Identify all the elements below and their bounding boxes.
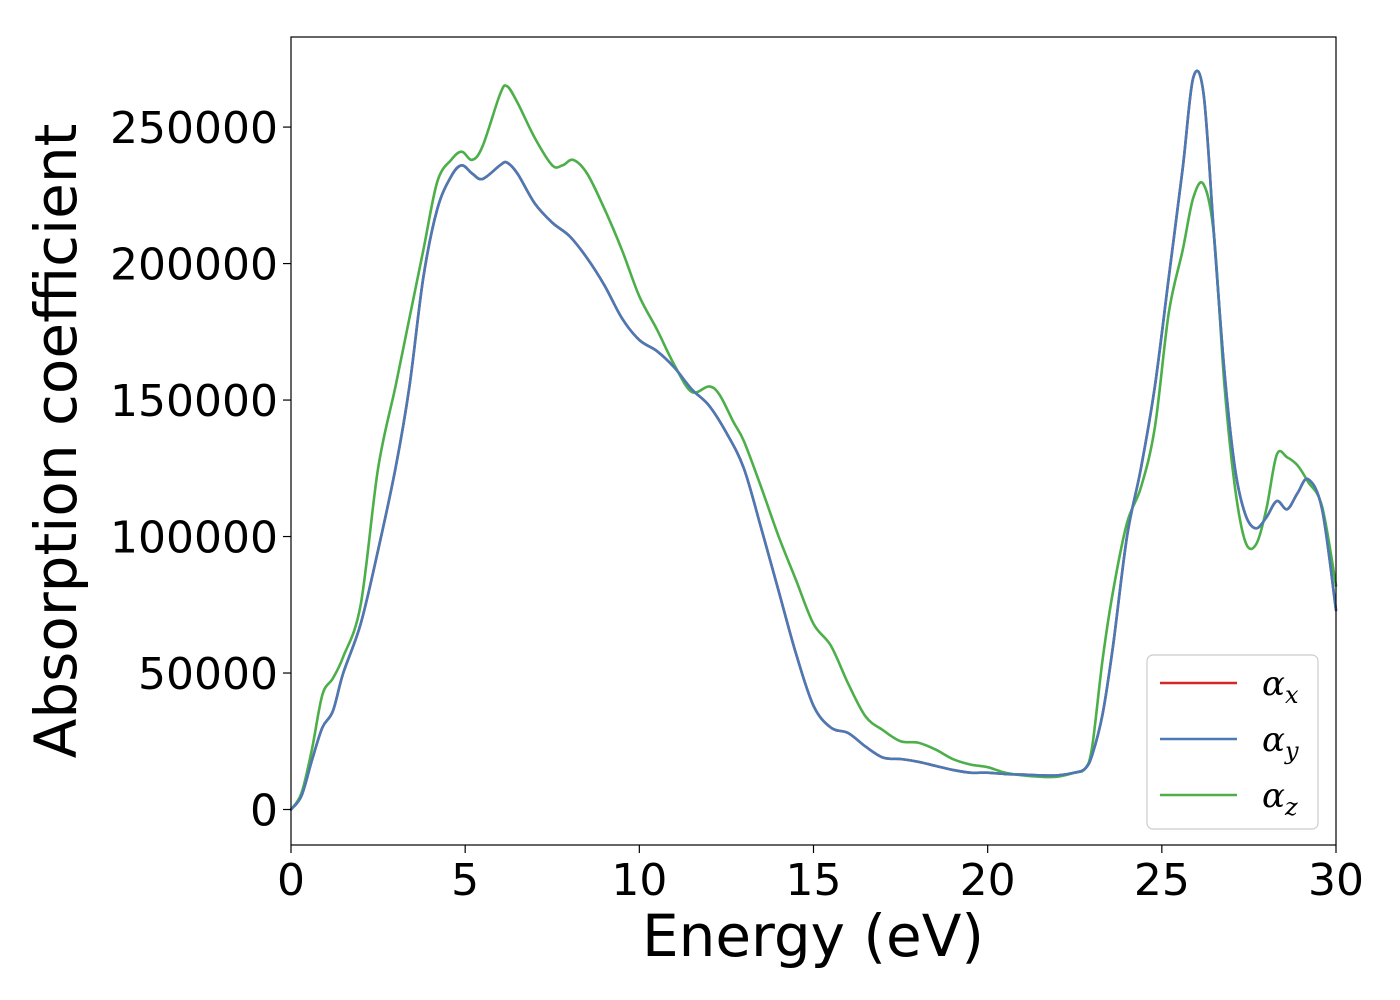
series-layer	[289, 69, 1338, 811]
series-line-alpha-y	[289, 69, 1338, 811]
x-tick-label: 20	[960, 855, 1016, 906]
y-axis-label: Absorption coefficient	[22, 124, 90, 759]
x-tick-label: 5	[451, 855, 479, 906]
y-tick-label: 250000	[110, 103, 278, 154]
y-tick-label: 100000	[110, 513, 278, 564]
x-axis-label: Energy (eV)	[642, 902, 984, 970]
y-axis: 0 50000 100000 150000 200000 250000	[110, 103, 291, 837]
x-axis: 0 5 10 15 20 25 30	[277, 845, 1364, 906]
x-tick-label: 0	[277, 855, 305, 906]
x-tick-label: 15	[786, 855, 842, 906]
series-line-alpha-z	[289, 84, 1338, 811]
legend-box	[1146, 654, 1319, 830]
y-tick-label: 0	[250, 786, 278, 837]
y-tick-label: 50000	[138, 649, 278, 700]
y-tick-label: 200000	[110, 240, 278, 291]
y-tick-label: 150000	[110, 376, 278, 427]
x-tick-label: 30	[1308, 855, 1364, 906]
x-tick-label: 25	[1134, 855, 1190, 906]
x-tick-label: 10	[611, 855, 667, 906]
